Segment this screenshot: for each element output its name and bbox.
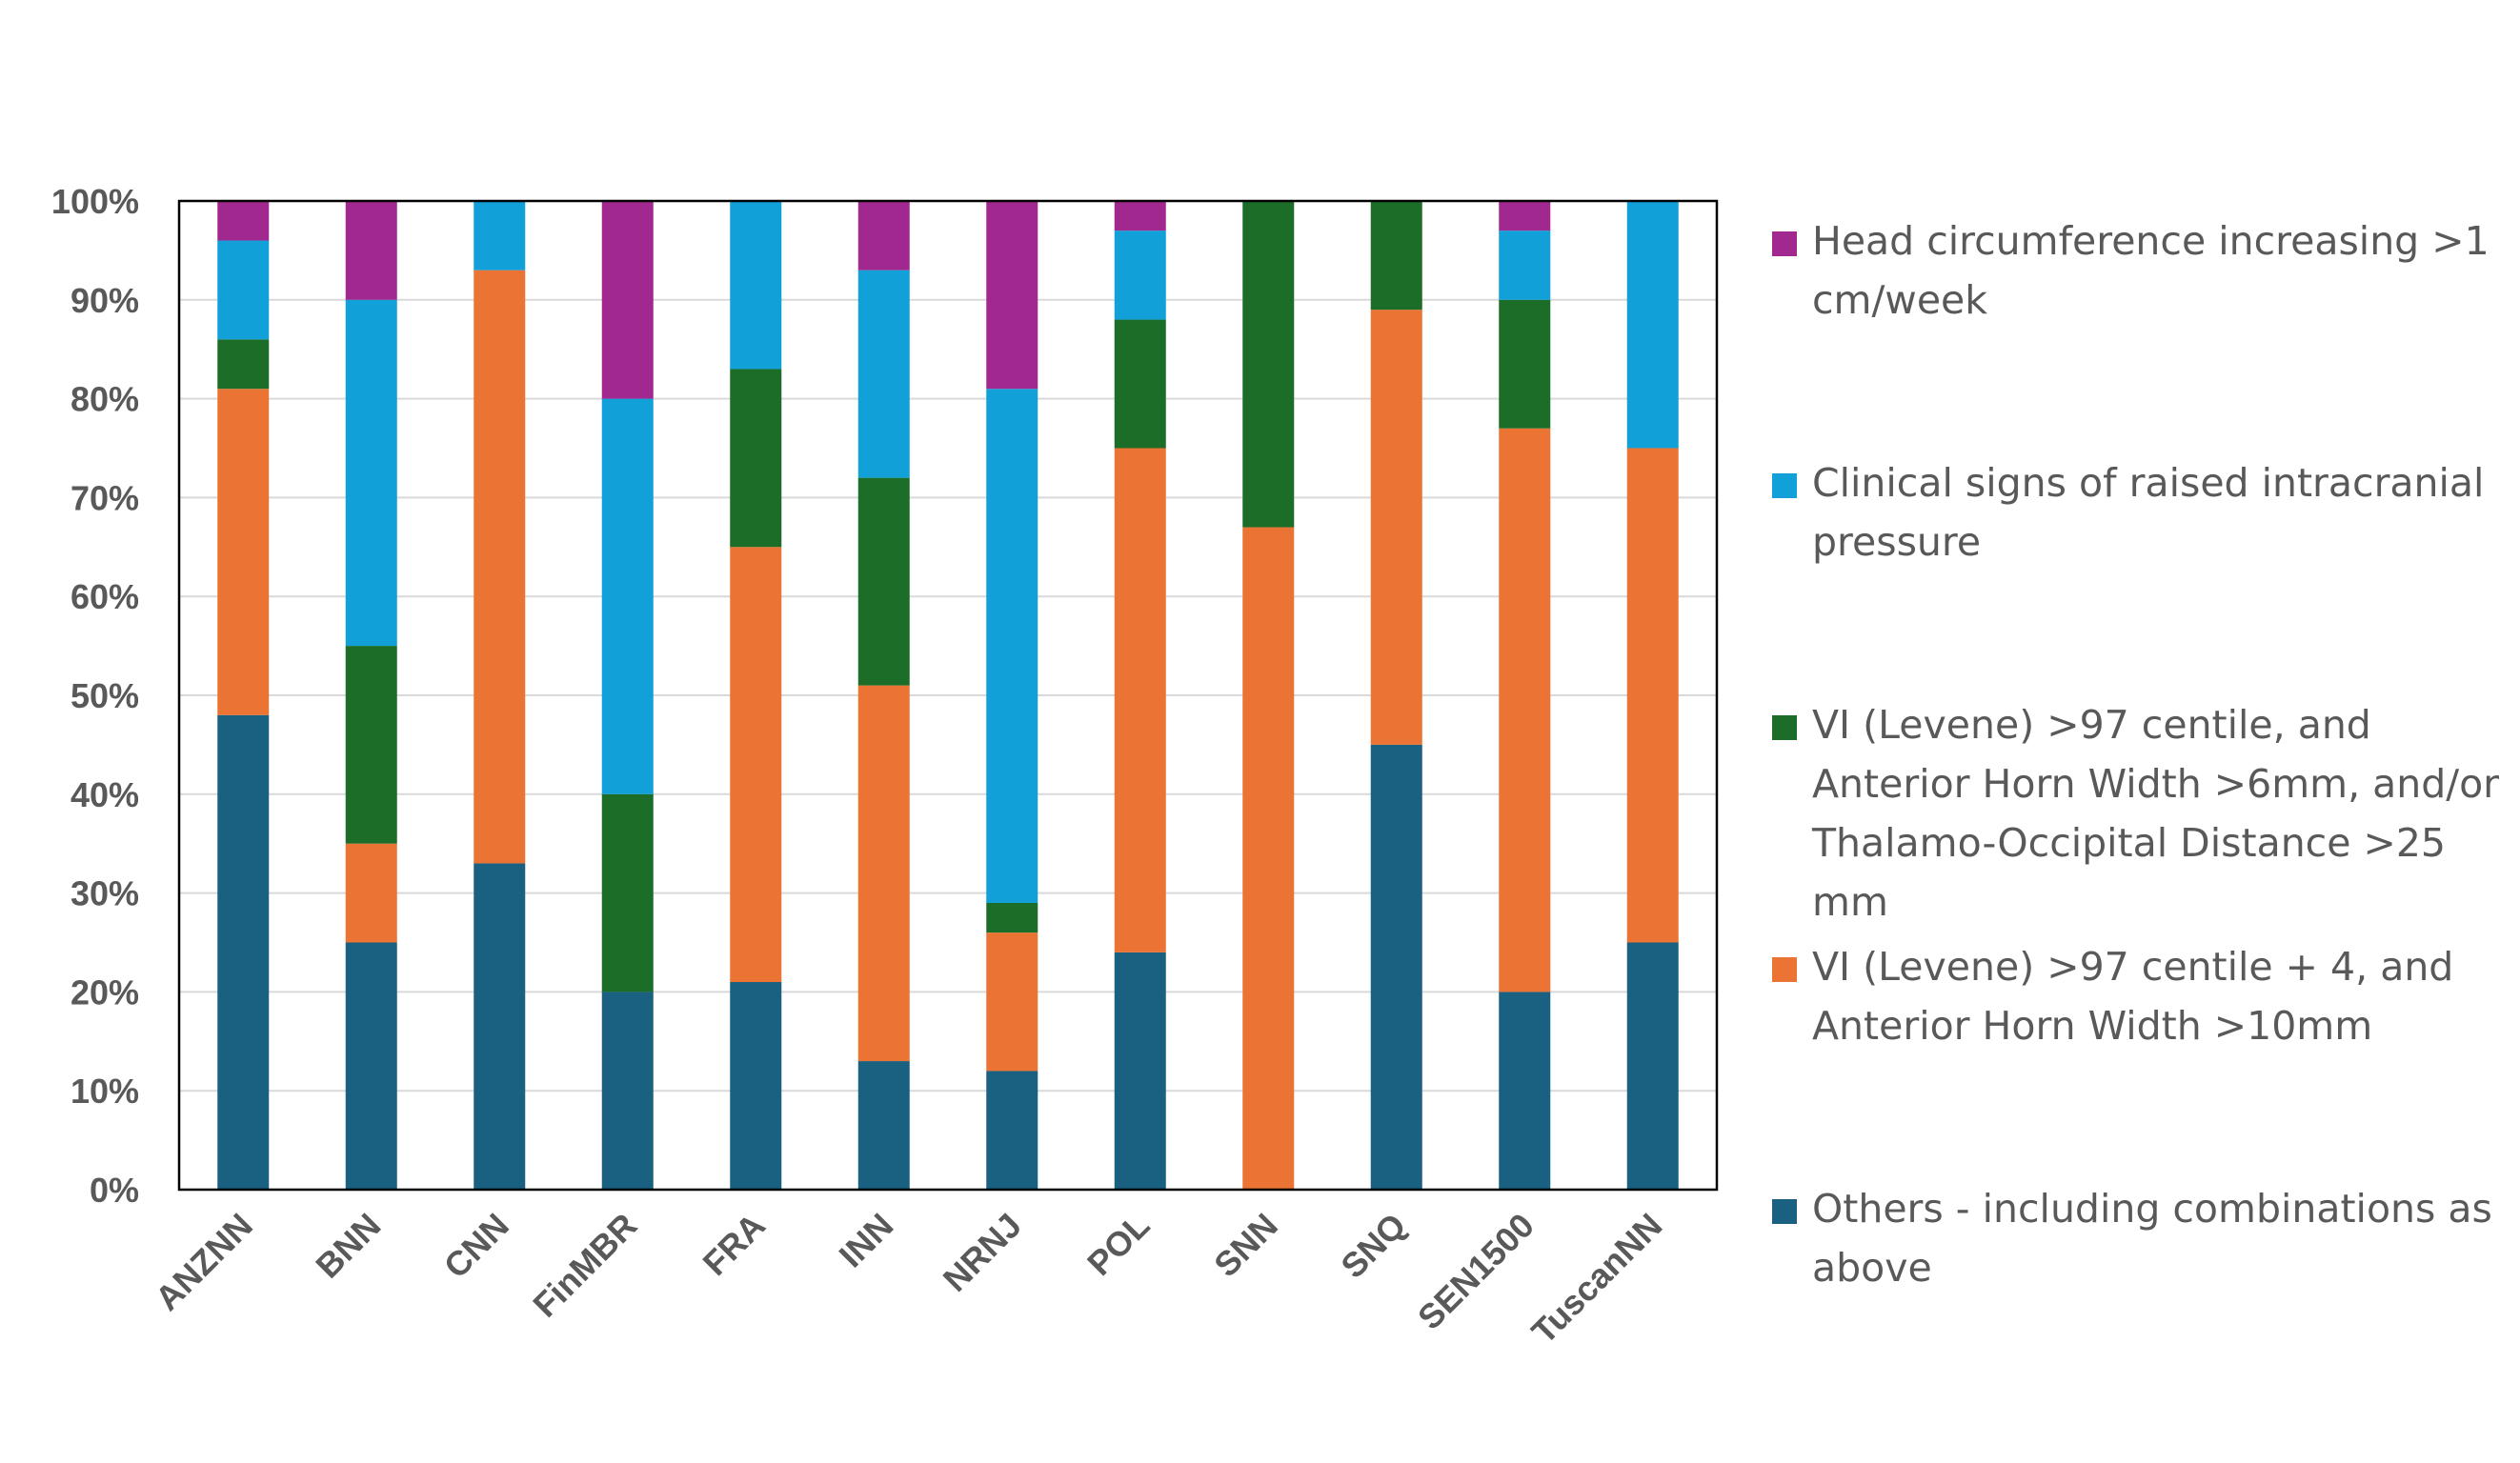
bar-segment	[730, 547, 782, 983]
x-tick-label: SNN	[1206, 1206, 1285, 1285]
bar-segment	[345, 942, 397, 1190]
bar-segment	[986, 932, 1038, 1072]
bar-segment	[345, 201, 397, 300]
bar-segment	[857, 1061, 910, 1190]
x-tick-label: INN	[832, 1206, 901, 1275]
y-tick-label: 20%	[71, 972, 139, 1012]
bar-segment	[730, 201, 782, 370]
bar-segment	[857, 477, 910, 686]
x-tick-label: SNQ	[1333, 1206, 1413, 1286]
x-tick-label: FRA	[696, 1206, 773, 1283]
bar-segment	[857, 270, 910, 478]
bar-segment	[474, 863, 526, 1190]
bar-segment	[730, 982, 782, 1190]
bar-segment	[217, 201, 270, 241]
x-tick-label: ANZNN	[148, 1206, 260, 1318]
bar-segment	[1370, 201, 1422, 311]
bar-segment	[1242, 527, 1295, 1190]
legend-item-vi-97-centile-plus-4: VI (Levene) >97 centile + 4, and Anterio…	[1772, 937, 2515, 1055]
x-tick-label: SEN1500	[1410, 1206, 1542, 1337]
x-tick-label: FinMBR	[525, 1206, 644, 1325]
legend-item-clinical-signs: Clinical signs of raised intracranial pr…	[1772, 453, 2515, 571]
bar-segment	[1626, 448, 1679, 943]
y-tick-label: 30%	[71, 874, 139, 913]
y-tick-label: 0%	[90, 1171, 139, 1210]
bar-segment	[1114, 319, 1166, 449]
legend-label: Others - including combinations as above	[1812, 1186, 2492, 1291]
bar-segment	[601, 398, 654, 794]
bar-segment	[1626, 942, 1679, 1190]
y-tick-label: 40%	[71, 775, 139, 814]
bar-segment	[1499, 230, 1551, 300]
bar-segment	[1114, 952, 1166, 1190]
bar-segment	[217, 339, 270, 390]
legend-swatch	[1772, 473, 1797, 498]
bar-segment	[730, 369, 782, 548]
legend-label: Head circumference increasing >1 cm/week	[1812, 218, 2490, 323]
bar-segment	[986, 201, 1038, 390]
x-tick-label: CNN	[436, 1206, 516, 1286]
bar-segment	[1626, 201, 1679, 449]
bar-segment	[986, 902, 1038, 933]
y-tick-label: 80%	[71, 380, 139, 419]
legend-label: Clinical signs of raised intracranial pr…	[1812, 460, 2485, 565]
bar-segment	[601, 793, 654, 992]
stacked-bar-chart: 0% 10% 20% 30% 40% 50% 60% 70% 80% 90% 100% ANZNN BN…	[51, 182, 1719, 1352]
bar-segment	[1370, 744, 1422, 1190]
legend-label: VI (Levene) >97 centile, and Anterior Ho…	[1812, 702, 2500, 925]
bar-segment	[345, 646, 397, 844]
bar-segment	[1499, 299, 1551, 429]
legend-item-vi-97-centile: VI (Levene) >97 centile, and Anterior Ho…	[1772, 695, 2515, 932]
bar-segment	[1114, 230, 1166, 320]
bar-segment	[474, 270, 526, 864]
bar-segment	[601, 201, 654, 399]
legend-swatch	[1772, 715, 1797, 740]
bar-segment	[601, 992, 654, 1190]
bar-segment	[857, 685, 910, 1062]
y-tick-label: 50%	[71, 676, 139, 715]
plot-frame	[177, 199, 1719, 1192]
y-tick-label: 100%	[51, 182, 139, 221]
y-tick-label: 70%	[71, 478, 139, 517]
bar-segment	[857, 201, 910, 271]
legend-swatch	[1772, 1199, 1797, 1224]
x-tick-label: TuscanNN	[1523, 1206, 1669, 1352]
bar-segment	[217, 389, 270, 715]
y-tick-label: 10%	[71, 1072, 139, 1111]
bar-segment	[1242, 201, 1295, 528]
bar-segment	[345, 299, 397, 647]
bar-segment	[1499, 201, 1551, 231]
y-tick-label: 60%	[71, 577, 139, 616]
bar-segment	[1499, 428, 1551, 992]
bar-segment	[1370, 310, 1422, 745]
bar-segment	[474, 201, 526, 271]
legend-label: VI (Levene) >97 centile + 4, and Anterio…	[1812, 944, 2454, 1049]
legend-item-head-circumference: Head circumference increasing >1 cm/week	[1772, 211, 2515, 330]
x-tick-label: POL	[1079, 1206, 1157, 1283]
bar-segment	[986, 1071, 1038, 1190]
y-tick-label: 90%	[71, 281, 139, 320]
x-tick-label: NRNJ	[936, 1206, 1029, 1299]
bar-segment	[345, 843, 397, 943]
legend-item-others: Others - including combinations as above	[1772, 1179, 2515, 1297]
bar-segment	[217, 240, 270, 340]
bar-segment	[1114, 448, 1166, 952]
bar-segment	[1114, 201, 1166, 231]
bar-segment	[986, 389, 1038, 903]
legend-swatch	[1772, 957, 1797, 982]
bar-segment	[1499, 992, 1551, 1190]
legend-swatch	[1772, 231, 1797, 256]
x-tick-label: BNN	[308, 1206, 388, 1286]
bar-segment	[217, 714, 270, 1190]
